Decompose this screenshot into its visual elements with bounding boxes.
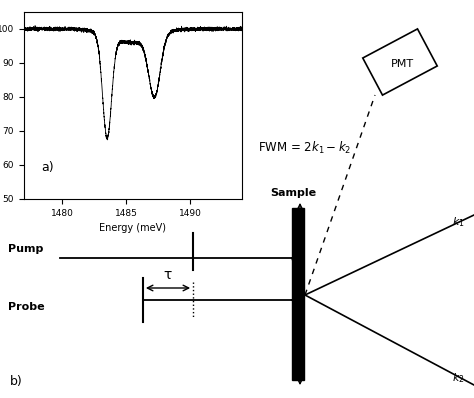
- Text: FWM = $2k_1 - k_2$: FWM = $2k_1 - k_2$: [258, 140, 351, 156]
- Text: Pump: Pump: [8, 244, 44, 254]
- Text: Sample: Sample: [270, 188, 316, 198]
- Text: $k_1$: $k_1$: [452, 215, 465, 229]
- Text: PMT: PMT: [391, 59, 413, 69]
- Bar: [292, 208, 304, 380]
- Text: Probe: Probe: [8, 302, 45, 312]
- Text: τ: τ: [164, 268, 172, 282]
- Text: a): a): [41, 161, 54, 174]
- X-axis label: Energy (meV): Energy (meV): [99, 223, 166, 233]
- Text: $k_2$: $k_2$: [452, 371, 465, 385]
- Text: b): b): [10, 375, 23, 388]
